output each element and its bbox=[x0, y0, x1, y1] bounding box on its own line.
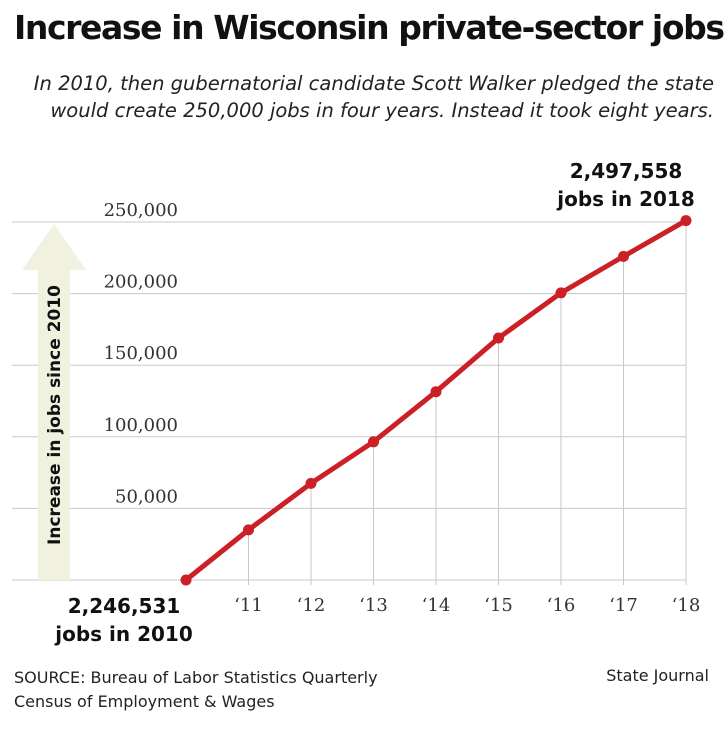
x-tick-label: ‘13 bbox=[359, 595, 388, 616]
data-point bbox=[368, 436, 379, 448]
x-tick-label: ‘14 bbox=[422, 595, 451, 616]
y-tick-label: 50,000 bbox=[115, 486, 178, 507]
y-tick-label: 200,000 bbox=[104, 272, 178, 293]
data-point bbox=[555, 287, 567, 299]
x-tick-label: ‘12 bbox=[297, 595, 326, 616]
x-tick-label: ‘18 bbox=[672, 595, 701, 616]
data-point bbox=[493, 332, 504, 344]
chart-title: Increase in Wisconsin private-sector job… bbox=[14, 8, 725, 47]
y-tick-label: 100,000 bbox=[104, 415, 178, 436]
subtitle-line-2: would create 250,000 jobs in four years.… bbox=[50, 99, 714, 122]
x-tick-label: ‘16 bbox=[547, 595, 576, 616]
data-point bbox=[430, 386, 442, 398]
data-point bbox=[618, 250, 629, 262]
chart-subtitle: In 2010, then gubernatorial candidate Sc… bbox=[14, 70, 714, 124]
start-label-annotation: jobs in 2010 bbox=[54, 622, 193, 646]
credit-label: State Journal bbox=[606, 666, 709, 685]
start-value-annotation: 2,246,531 bbox=[68, 594, 181, 618]
up-arrow-icon bbox=[22, 224, 86, 580]
x-tick-label: ‘17 bbox=[609, 595, 638, 616]
x-tick-label: ‘15 bbox=[484, 595, 513, 616]
source-note: SOURCE: Bureau of Labor Statistics Quart… bbox=[14, 666, 378, 714]
data-point bbox=[305, 477, 317, 489]
x-tick-label: ‘11 bbox=[234, 595, 263, 616]
y-axis-label: Increase in jobs since 2010 bbox=[45, 285, 65, 545]
y-tick-label: 150,000 bbox=[104, 343, 178, 364]
y-tick-label: 250,000 bbox=[104, 200, 178, 221]
source-line-1: SOURCE: Bureau of Labor Statistics Quart… bbox=[14, 668, 378, 687]
subtitle-line-1: In 2010, then gubernatorial candidate Sc… bbox=[33, 72, 714, 95]
end-value-annotation: 2,497,558 bbox=[570, 159, 683, 183]
data-point bbox=[180, 574, 192, 586]
data-point bbox=[243, 524, 254, 536]
data-point bbox=[680, 215, 692, 227]
end-label-annotation: jobs in 2018 bbox=[556, 187, 695, 211]
source-line-2: Census of Employment & Wages bbox=[14, 692, 275, 711]
